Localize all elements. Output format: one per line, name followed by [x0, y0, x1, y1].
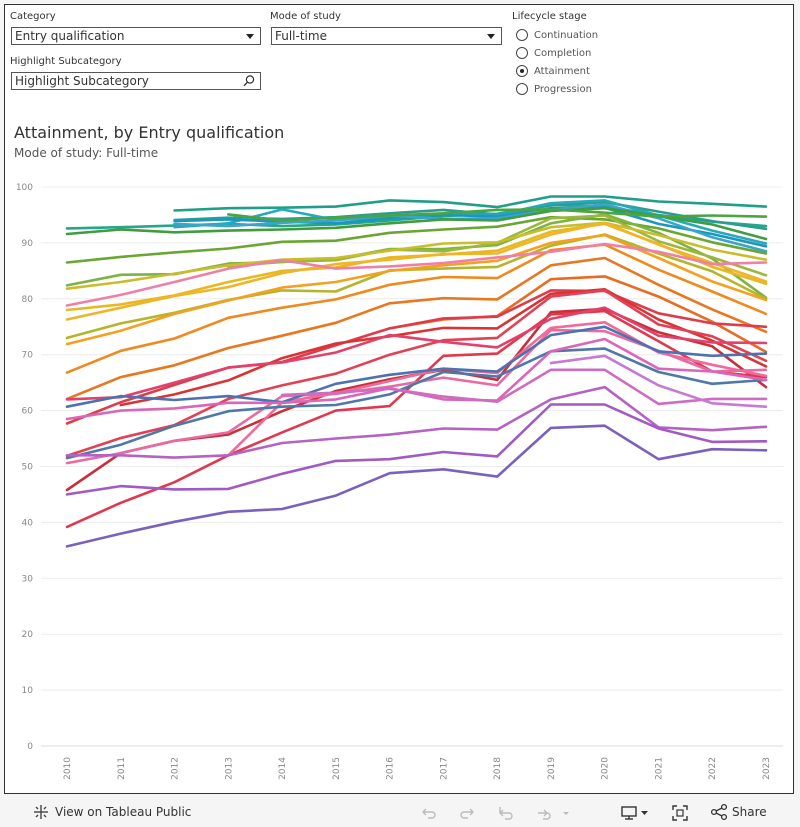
x-tick-label: 2012	[171, 757, 181, 780]
x-tick-label: 2018	[493, 757, 503, 780]
line-chart[interactable]: 0 10 20 30 40 50 60 70 80 90 100 2010 2011 2012 2013 20…	[5, 5, 793, 793]
radio-dot	[520, 69, 524, 73]
x-tick-label: 2022	[708, 757, 718, 780]
highlight-search-input[interactable]: Highlight Subcategory	[11, 72, 261, 90]
x-tick-label: 2023	[762, 757, 772, 780]
series-line-s30[interactable]	[65, 347, 768, 460]
category-dropdown-value: Entry qualification	[15, 29, 125, 43]
series-line-s13[interactable]	[65, 221, 768, 290]
y-tick-label: 10	[22, 686, 34, 696]
chevron-down-icon	[246, 34, 254, 39]
x-tick-label: 2015	[332, 757, 342, 780]
series-line-s27[interactable]	[65, 306, 768, 401]
tableau-footer-toolbar: View on Tableau Public Share	[0, 798, 800, 827]
x-tick-label: 2017	[439, 757, 449, 780]
series-line-s25[interactable]	[65, 309, 768, 529]
mode-dropdown-value: Full-time	[275, 29, 327, 43]
y-tick-label: 30	[22, 574, 34, 584]
tableau-logo-icon	[34, 805, 48, 819]
y-tick-label: 40	[22, 518, 34, 528]
radio-label: Progression	[534, 84, 592, 95]
series-line-s36[interactable]	[65, 424, 768, 548]
chevron-down-icon	[487, 34, 495, 39]
series-line-s1[interactable]	[173, 195, 768, 212]
category-dropdown[interactable]: Entry qualification	[11, 27, 261, 45]
series-line-s34[interactable]	[549, 354, 768, 408]
device-layout-icon[interactable]	[620, 804, 652, 822]
series-line-s33[interactable]	[65, 385, 768, 459]
y-tick-label: 90	[22, 239, 34, 249]
radio-circle-selected	[516, 65, 528, 77]
y-tick-label: 70	[22, 351, 34, 361]
highlight-search-placeholder: Highlight Subcategory	[15, 74, 149, 88]
search-icon	[243, 75, 255, 87]
refresh-icon[interactable]	[535, 804, 573, 822]
tableau-viz-frame: Category Entry qualification Mode of stu…	[4, 4, 794, 794]
y-tick-label: 100	[16, 183, 33, 193]
series-line-s35[interactable]	[65, 403, 768, 496]
series-line-s8[interactable]	[227, 208, 768, 222]
chart-subtitle: Mode of study: Full-time	[14, 146, 159, 160]
x-tick-label: 2010	[63, 757, 73, 780]
view-on-tableau-label: View on Tableau Public	[55, 805, 192, 819]
series-line-s5[interactable]	[173, 206, 768, 248]
fullscreen-icon[interactable]	[671, 804, 689, 822]
x-tick-label: 2020	[601, 757, 611, 780]
share-icon	[710, 803, 728, 821]
series-line-s20[interactable]	[65, 242, 768, 307]
x-tick-label: 2011	[117, 757, 127, 780]
radio-label: Continuation	[534, 30, 599, 41]
x-tick-label: 2021	[654, 757, 664, 780]
highlight-filter-label: Highlight Subcategory	[10, 56, 122, 67]
y-tick-label: 20	[22, 630, 34, 640]
series-line-s15[interactable]	[65, 221, 768, 321]
y-tick-label: 50	[22, 463, 34, 473]
series-line-s22[interactable]	[119, 288, 768, 407]
undo-icon[interactable]	[420, 804, 438, 822]
radio-label: Attainment	[534, 66, 590, 77]
radio-circle	[516, 83, 528, 95]
series-line-s23[interactable]	[65, 289, 768, 458]
revert-icon[interactable]	[497, 804, 515, 822]
redo-icon[interactable]	[458, 804, 476, 822]
share-label: Share	[732, 805, 767, 819]
x-tick-label: 2016	[386, 757, 396, 780]
series-line-s17[interactable]	[65, 243, 768, 374]
chart-title: Attainment, by Entry qualification	[14, 123, 285, 142]
y-tick-label: 80	[22, 295, 34, 305]
y-tick-label: 60	[22, 407, 34, 417]
series-line-s9[interactable]	[65, 215, 768, 264]
lifecycle-filter-label: Lifecycle stage	[512, 11, 587, 22]
series-line-s21[interactable]	[65, 289, 768, 425]
mode-dropdown[interactable]: Full-time	[271, 27, 502, 45]
series-line-s16[interactable]	[65, 233, 768, 346]
radio-circle	[516, 29, 528, 41]
y-tick-label: 0	[27, 742, 33, 752]
x-tick-label: 2013	[224, 757, 234, 780]
series-line-s6[interactable]	[173, 203, 768, 253]
category-filter-label: Category	[10, 11, 56, 22]
series-line-s28[interactable]	[65, 328, 768, 465]
series-line-s29[interactable]	[65, 325, 768, 408]
series-line-s18[interactable]	[65, 256, 768, 401]
radio-label: Completion	[534, 48, 592, 59]
x-tick-label: 2014	[278, 757, 288, 780]
series-line-s32[interactable]	[280, 368, 768, 406]
x-tick-label: 2019	[547, 757, 557, 780]
radio-circle	[516, 47, 528, 59]
mode-filter-label: Mode of study	[270, 11, 341, 22]
